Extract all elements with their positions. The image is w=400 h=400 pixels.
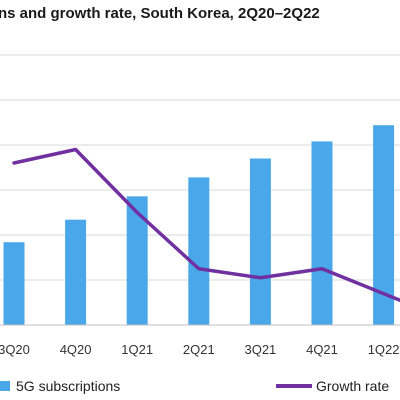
bar-2Q21 bbox=[188, 177, 210, 325]
x-tick-label: 1Q22 bbox=[368, 342, 400, 357]
bar-3Q21 bbox=[249, 158, 271, 325]
x-tick-label: 1Q21 bbox=[121, 342, 153, 357]
bar-4Q20 bbox=[65, 219, 87, 325]
x-tick-labels: 3Q20 4Q20 1Q21 2Q21 3Q21 4Q21 1Q22 bbox=[0, 342, 400, 357]
x-tick-label: 3Q21 bbox=[244, 342, 276, 357]
bar-1Q21 bbox=[126, 196, 148, 325]
x-tick-label: 3Q20 bbox=[0, 342, 30, 357]
chart-title: ns and growth rate, South Korea, 2Q20–2Q… bbox=[0, 5, 320, 22]
bar-4Q21 bbox=[311, 141, 333, 325]
bar-3Q20 bbox=[3, 242, 25, 325]
x-tick-label: 4Q21 bbox=[306, 342, 338, 357]
line-series bbox=[12, 147, 400, 302]
legend: 5G subscriptions Growth rate bbox=[0, 378, 389, 394]
legend-label-line: Growth rate bbox=[316, 378, 389, 394]
legend-swatch-bars bbox=[0, 381, 10, 391]
x-tick-label: 2Q21 bbox=[183, 342, 215, 357]
bar-1Q22 bbox=[373, 125, 395, 325]
x-tick-label: 4Q20 bbox=[60, 342, 92, 357]
legend-label-bars: 5G subscriptions bbox=[16, 378, 120, 394]
bar-series bbox=[3, 125, 395, 325]
